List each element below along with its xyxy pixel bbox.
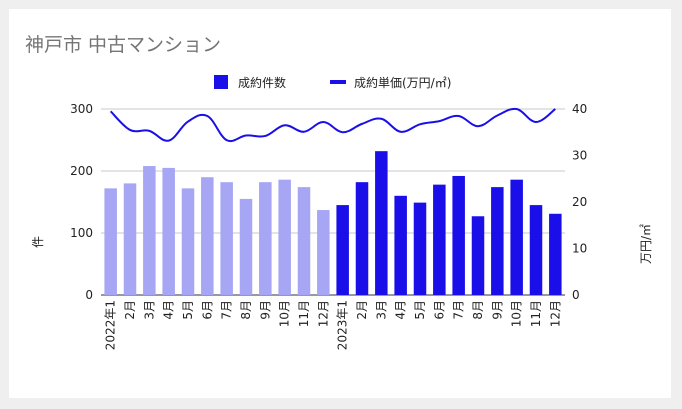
bar [317,210,330,295]
bar [278,179,291,295]
grid [101,108,565,296]
x-tick-label: 6月 [200,300,214,320]
chart-card: 神戸市 中古マンション 成約件数 成約単価(万円/㎡) 0 100 200 300 0… [9,9,671,398]
y2-tick-labels: 0 10 20 30 40 [572,102,587,302]
line-layer [109,107,556,143]
bar [220,182,233,295]
legend-swatch-line [330,80,346,84]
x-tick-label: 2023年1 [336,300,350,350]
bar [239,198,253,295]
bar [491,187,504,295]
bar [394,195,407,295]
bar [355,182,369,295]
y2-tick-label: 40 [572,102,587,116]
x-tick-label: 7月 [220,300,234,320]
x-tick-label: 4月 [162,300,176,320]
bar [549,213,562,295]
bar [375,151,388,295]
y2-tick-label: 30 [572,149,587,163]
x-tick-label: 3月 [142,300,156,320]
bar [104,188,117,295]
y2-axis-label: 万円/㎡ [639,224,653,264]
x-tick-label: 5月 [413,300,427,320]
x-tick-label: 6月 [432,300,446,320]
legend: 成約件数 成約単価(万円/㎡) [214,75,451,90]
bar [297,187,311,295]
x-tick-label: 9月 [490,300,504,320]
x-tick-label: 2月 [123,300,137,320]
x-tick-label: 3月 [374,300,388,320]
legend-label-bars: 成約件数 [238,75,286,90]
x-tick-label: 8月 [471,300,485,320]
chart-title: 神戸市 中古マンション [25,34,221,56]
bar [143,166,156,295]
y-axis-label: 件 [31,236,45,248]
x-tick-label: 4月 [394,300,408,320]
bar [336,205,349,295]
legend-swatch-bars [214,75,228,89]
x-tick-label: 8月 [239,300,253,320]
bar [201,177,214,295]
legend-label-line: 成約単価(万円/㎡) [354,75,451,90]
y-tick-label: 300 [70,102,93,116]
x-tick-label: 12月 [548,300,562,327]
y-tick-labels: 0 100 200 300 [70,102,93,302]
bar [529,205,543,295]
x-tick-label: 10月 [510,300,524,327]
bar [471,216,485,295]
x-tick-label: 11月 [529,300,543,327]
x-tick-label: 7月 [452,300,466,320]
y-tick-label: 100 [70,226,93,240]
x-tick-label: 11月 [297,300,311,327]
bar [510,179,523,295]
y2-tick-label: 20 [572,195,587,209]
x-tick-labels: 2022年1 2月 3月 4月 5月 6月 7月 8月 9月 10月 11月 12月 2023年1 2月 3… [104,300,563,350]
x-tick-label: 2022年1 [104,300,118,350]
x-tick-label: 5月 [181,300,195,320]
bar [123,183,137,295]
bar [452,175,465,295]
x-tick-label: 12月 [316,300,330,327]
x-tick-label: 10月 [278,300,292,327]
y-tick-label: 200 [70,164,93,178]
bar [259,182,272,295]
bar [433,184,446,295]
y-tick-label: 0 [85,288,93,302]
bar [413,202,427,295]
bars [104,151,562,295]
x-tick-label: 2月 [355,300,369,320]
y2-tick-label: 10 [572,242,587,256]
bar [162,167,175,295]
bar [181,188,195,295]
y2-tick-label: 0 [572,288,580,302]
x-tick-label: 9月 [258,300,272,320]
price-line [109,107,556,143]
